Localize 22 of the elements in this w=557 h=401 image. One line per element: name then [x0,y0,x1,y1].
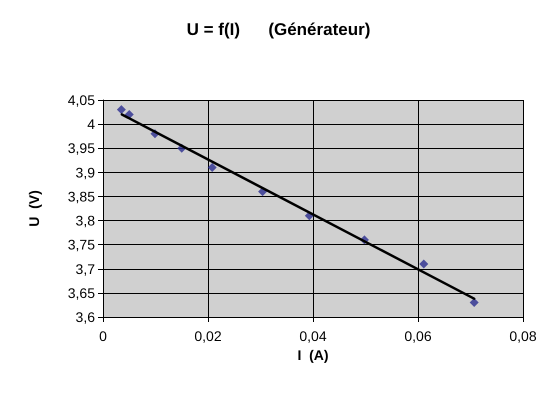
y-tick-label: 3,65 [68,284,96,301]
x-tick-label: 0,08 [509,328,537,344]
x-tick-label: 0,02 [194,328,222,344]
y-tick-label: 4 [87,116,96,132]
x-tick-label: 0,06 [404,328,432,344]
point [470,298,479,308]
y-tick-label: 3,9 [76,164,96,180]
y-tick-label: 4,05 [68,92,96,108]
point [208,163,217,172]
x-tick-label: 0,04 [299,328,327,344]
y-tick-label: 3,85 [68,188,96,204]
y-tick-label: 3,7 [76,260,96,277]
y-tick-label: 3,75 [68,236,96,253]
x-tick-label: 0 [99,328,108,344]
chart-title: U = f(I) (Générateur) [186,20,370,39]
point [116,105,126,114]
y-axis-title: U (V) [26,190,42,227]
y-tick-label: 3,8 [76,212,96,229]
y-tick-label: 3,6 [76,309,96,325]
y-tick-label: 3,95 [68,140,96,156]
x-axis-title: I (A) [297,346,329,363]
point [419,259,428,268]
